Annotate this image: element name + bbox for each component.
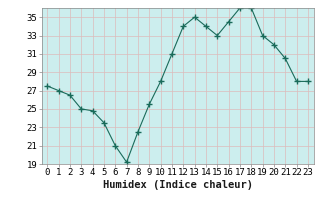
X-axis label: Humidex (Indice chaleur): Humidex (Indice chaleur) [103, 180, 252, 190]
